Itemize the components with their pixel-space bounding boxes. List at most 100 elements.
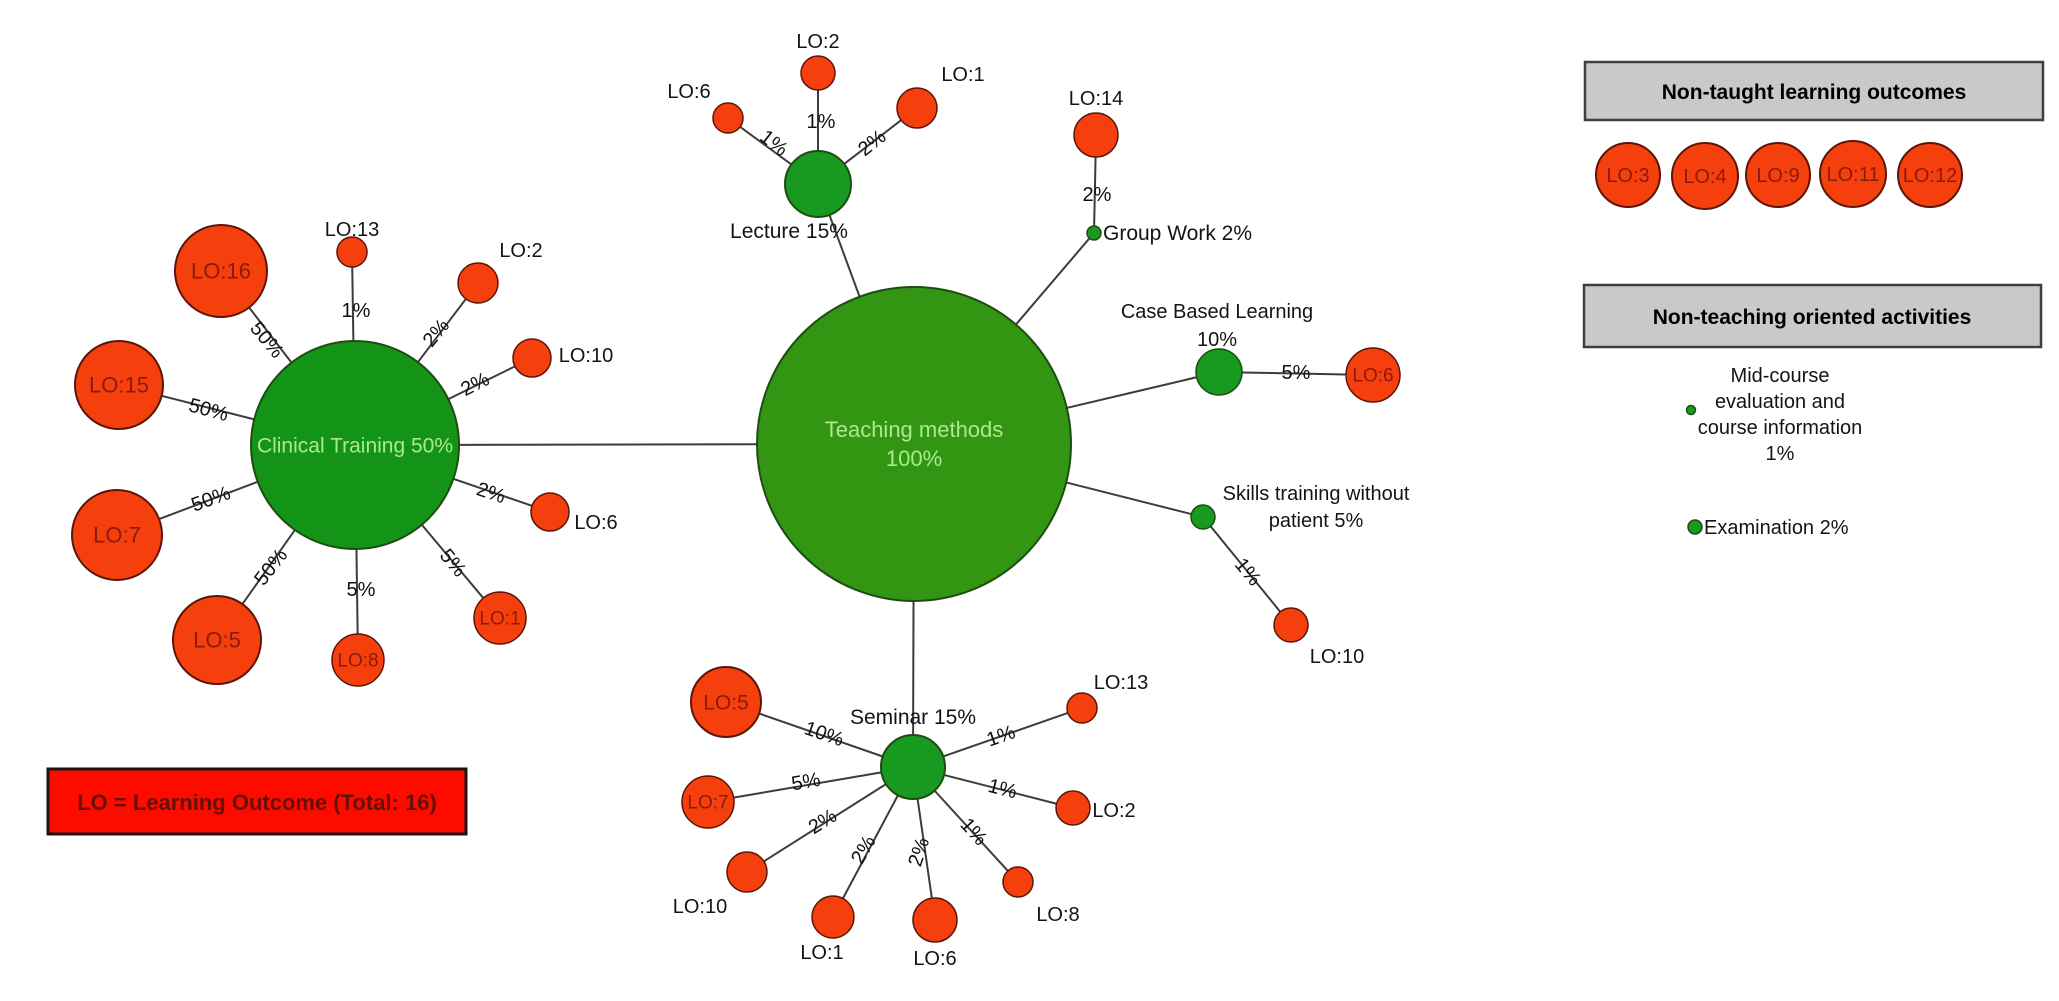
node-label-midcourse: Mid-course	[1731, 365, 1830, 387]
node-label-lo2s: LO:2	[1092, 800, 1135, 822]
node-lo6c	[530, 492, 570, 532]
node-label-teaching: Teaching methods	[825, 417, 1004, 442]
node-label-lo14: LO:14	[1069, 88, 1123, 110]
node-label-lo1s: LO:1	[800, 942, 843, 964]
edge-teaching-groupwork	[1015, 237, 1091, 326]
node-lo13c	[336, 236, 368, 268]
node-lo2l	[800, 55, 836, 91]
edge-clinical-lo13c	[351, 266, 355, 342]
node-label-lo15: LO:15	[89, 373, 149, 398]
node-label-lo10s: LO:10	[1310, 646, 1364, 668]
node-lo6cb	[1345, 347, 1401, 403]
node-lo6l	[712, 102, 744, 134]
edge-label-lecture-lo2l: 1%	[807, 111, 836, 133]
edge-label-clinical-lo16: 50%	[245, 318, 288, 363]
edge-label-seminar-lo7s: 5%	[790, 769, 823, 796]
node-label-lo10se: LO:10	[673, 896, 727, 918]
node-lo5c	[172, 595, 262, 685]
edge-label-cbl-lo6cb: 5%	[1282, 362, 1311, 384]
edge-seminar-lo8s	[933, 789, 1009, 872]
edge-teaching-clinical	[458, 443, 758, 446]
node-label-lecture: Lecture 15%	[730, 220, 848, 243]
edge-clinical-lo2c	[417, 298, 467, 363]
node-cbl	[1195, 348, 1243, 396]
node-label-lo13s: LO:13	[1094, 672, 1148, 694]
node-label-lo8s: LO:8	[1036, 904, 1079, 926]
edge-label-lecture-lo1l: 2%	[854, 126, 890, 161]
edge-clinical-lo8c	[355, 548, 359, 635]
edge-label-groupwork-lo14: 2%	[1083, 184, 1112, 206]
node-label-cbl: 10%	[1197, 329, 1237, 351]
edge-teaching-lecture	[828, 214, 861, 298]
edge-label-clinical-lo10c: 2%	[457, 368, 493, 401]
edge-lecture-lo6l	[739, 126, 792, 166]
node-lo2s	[1055, 790, 1091, 826]
node-lo1s	[811, 895, 855, 939]
node-midcourse	[1685, 404, 1697, 416]
node-label-clinical: Clinical Training 50%	[257, 434, 453, 457]
node-label-lo6c: LO:6	[574, 512, 617, 534]
lo-legend-text: LO = Learning Outcome (Total: 16)	[77, 790, 437, 815]
node-lo1c	[473, 591, 527, 645]
node-lo16	[174, 224, 268, 318]
node-label-midcourse: course information	[1698, 417, 1863, 439]
edge-groupwork-lo14	[1093, 156, 1097, 227]
node-lo8s	[1002, 866, 1034, 898]
node-lo10c	[512, 338, 552, 378]
node-label-lo7s: LO:7	[687, 793, 728, 814]
nodes-layer	[71, 55, 1963, 943]
non-taught-title: Non-taught learning outcomes	[1662, 81, 1967, 104]
edge-clinical-lo5c	[241, 529, 296, 605]
node-label-lo6cb: LO:6	[1352, 366, 1393, 387]
node-label-seminar: Seminar 15%	[850, 706, 976, 729]
edge-seminar-lo7s	[733, 771, 882, 799]
edge-seminar-lo2s	[943, 773, 1057, 805]
node-lo10s	[1273, 607, 1309, 643]
node-lo4p	[1671, 142, 1739, 210]
node-label-groupwork: Group Work 2%	[1103, 222, 1252, 245]
non-taught-panel: Non-taught learning outcomes	[1583, 60, 2045, 122]
node-label-lo5s: LO:5	[703, 691, 749, 714]
node-lo9p	[1745, 142, 1811, 208]
non-teaching-panel: Non-teaching oriented activities	[1582, 283, 2043, 349]
edge-teaching-skills	[1065, 481, 1192, 516]
edge-clinical-lo10c	[447, 365, 516, 401]
node-teaching	[756, 286, 1072, 602]
node-label-lo4p: LO:4	[1683, 166, 1726, 188]
node-lo7	[71, 489, 163, 581]
node-lo10se	[726, 851, 768, 893]
non-teaching-header-box	[1582, 283, 2043, 349]
node-label-lo12p: LO:12	[1903, 165, 1957, 187]
node-lo15	[74, 340, 164, 430]
node-lo13s	[1066, 692, 1098, 724]
node-groupwork	[1086, 225, 1102, 241]
edge-label-seminar-lo2s: 1%	[986, 775, 1020, 803]
node-lo2c	[457, 262, 499, 304]
node-exam	[1687, 519, 1703, 535]
node-label-lo5c: LO:5	[193, 628, 241, 653]
edge-label-seminar-lo10se: 2%	[805, 805, 841, 839]
node-label-lo13c: LO:13	[325, 219, 379, 241]
node-lo14	[1073, 112, 1119, 158]
node-label-exam: Examination 2%	[1704, 517, 1849, 539]
node-label-lo11p: LO:11	[1827, 164, 1880, 186]
node-label-lo7: LO:7	[93, 523, 141, 548]
edge-cbl-lo6cb	[1241, 371, 1347, 376]
edge-teaching-cbl	[1066, 376, 1197, 409]
edge-label-seminar-lo6s: 2%	[904, 835, 934, 869]
node-lo1l	[896, 87, 938, 129]
node-label-midcourse: evaluation and	[1715, 391, 1845, 413]
edge-label-skills-lo10s: 1%	[1230, 554, 1266, 590]
non-teaching-title: Non-teaching oriented activities	[1653, 306, 1972, 329]
node-clinical	[250, 340, 460, 550]
node-skills	[1190, 504, 1216, 530]
node-lo8c	[331, 633, 385, 687]
edge-label-seminar-lo5s: 10%	[801, 717, 846, 751]
node-label-lo2c: LO:2	[499, 240, 542, 262]
edge-skills-lo10s	[1209, 525, 1282, 613]
node-label-skills: Skills training without	[1223, 483, 1410, 505]
non-taught-header-box	[1583, 60, 2045, 122]
edge-clinical-lo7	[158, 480, 259, 521]
edge-label-clinical-lo7: 50%	[188, 482, 233, 516]
